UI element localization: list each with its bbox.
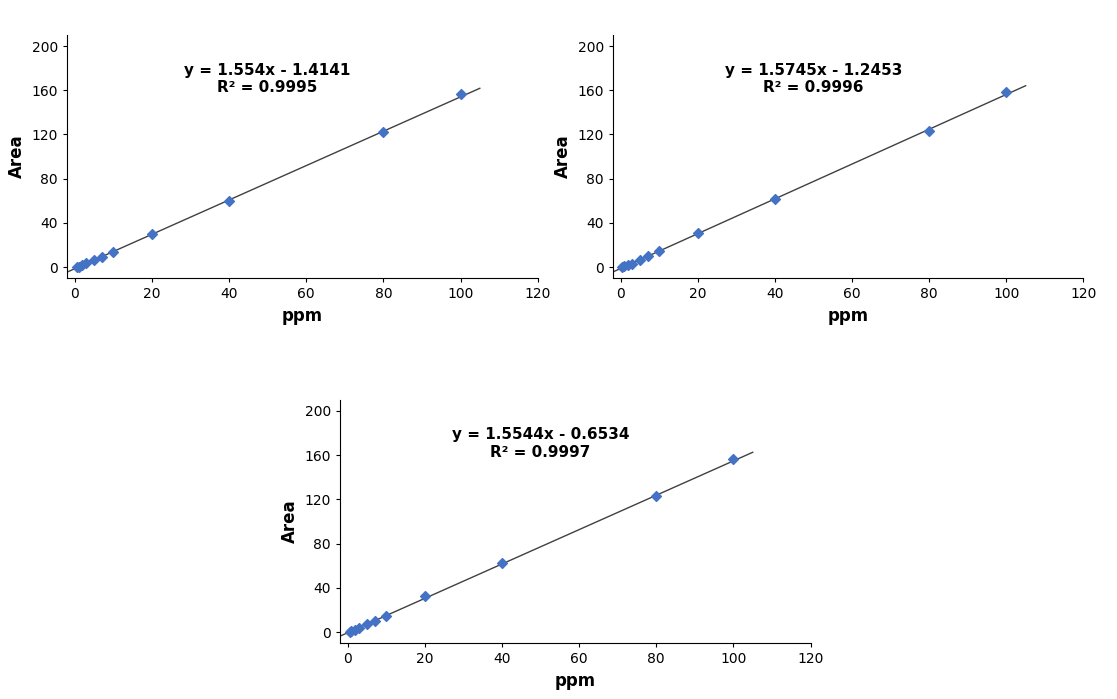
Text: y = 1.5745x - 1.2453
R² = 0.9996: y = 1.5745x - 1.2453 R² = 0.9996 <box>725 63 903 95</box>
Point <box>69 261 87 272</box>
Point <box>766 193 784 204</box>
Point <box>650 245 668 257</box>
Point <box>623 258 641 269</box>
Point <box>615 261 633 272</box>
Point <box>639 251 657 262</box>
Point <box>85 254 103 265</box>
Y-axis label: Area: Area <box>554 135 572 178</box>
Point <box>365 615 383 626</box>
Point <box>689 228 707 239</box>
Point <box>378 610 395 621</box>
Point <box>613 261 631 273</box>
Y-axis label: Area: Area <box>280 500 299 543</box>
X-axis label: ppm: ppm <box>828 307 869 325</box>
Point <box>631 254 649 266</box>
Point <box>648 491 666 502</box>
X-axis label: ppm: ppm <box>281 307 323 325</box>
Point <box>346 624 364 635</box>
Point <box>725 454 743 465</box>
Point <box>997 86 1015 97</box>
Point <box>451 88 469 99</box>
Point <box>93 251 111 262</box>
Point <box>493 558 510 569</box>
Point <box>341 626 359 637</box>
Point <box>374 126 392 137</box>
Point <box>416 590 433 601</box>
Point <box>920 125 938 136</box>
Point <box>68 261 86 273</box>
Point <box>343 626 361 637</box>
Point <box>74 260 92 271</box>
Point <box>220 195 238 206</box>
Text: y = 1.554x - 1.4141
R² = 0.9995: y = 1.554x - 1.4141 R² = 0.9995 <box>184 63 351 95</box>
Y-axis label: Area: Area <box>8 135 26 178</box>
Point <box>357 619 375 630</box>
Point <box>351 622 369 633</box>
Point <box>104 246 122 257</box>
X-axis label: ppm: ppm <box>555 672 595 690</box>
Point <box>143 229 161 240</box>
Point <box>619 259 637 271</box>
Text: y = 1.5544x - 0.6534
R² = 0.9997: y = 1.5544x - 0.6534 R² = 0.9997 <box>451 428 629 460</box>
Point <box>77 258 95 269</box>
